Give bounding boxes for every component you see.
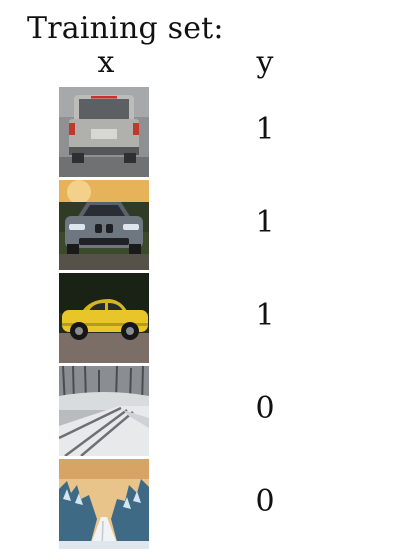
training-example-row: 1 bbox=[0, 87, 415, 177]
training-example-row: 1 bbox=[0, 180, 415, 270]
snowy-road-image bbox=[59, 366, 149, 456]
label-value: 1 bbox=[255, 298, 275, 333]
training-example-row: 0 bbox=[0, 366, 415, 456]
training-example-row: 0 bbox=[0, 459, 415, 549]
label-value: 1 bbox=[255, 112, 275, 147]
x-column-header: x bbox=[97, 45, 115, 80]
label-value: 0 bbox=[255, 391, 275, 426]
training-set-title: Training set: bbox=[27, 11, 224, 46]
label-value: 1 bbox=[255, 205, 275, 240]
training-example-row: 1 bbox=[0, 273, 415, 363]
label-value: 0 bbox=[255, 484, 275, 519]
bmw-front-image bbox=[59, 180, 149, 270]
y-column-header: y bbox=[256, 45, 274, 80]
yellow-car-side-image bbox=[59, 273, 149, 363]
suv-rear-rain-image bbox=[59, 87, 149, 177]
winter-forest-road-image bbox=[59, 459, 149, 549]
